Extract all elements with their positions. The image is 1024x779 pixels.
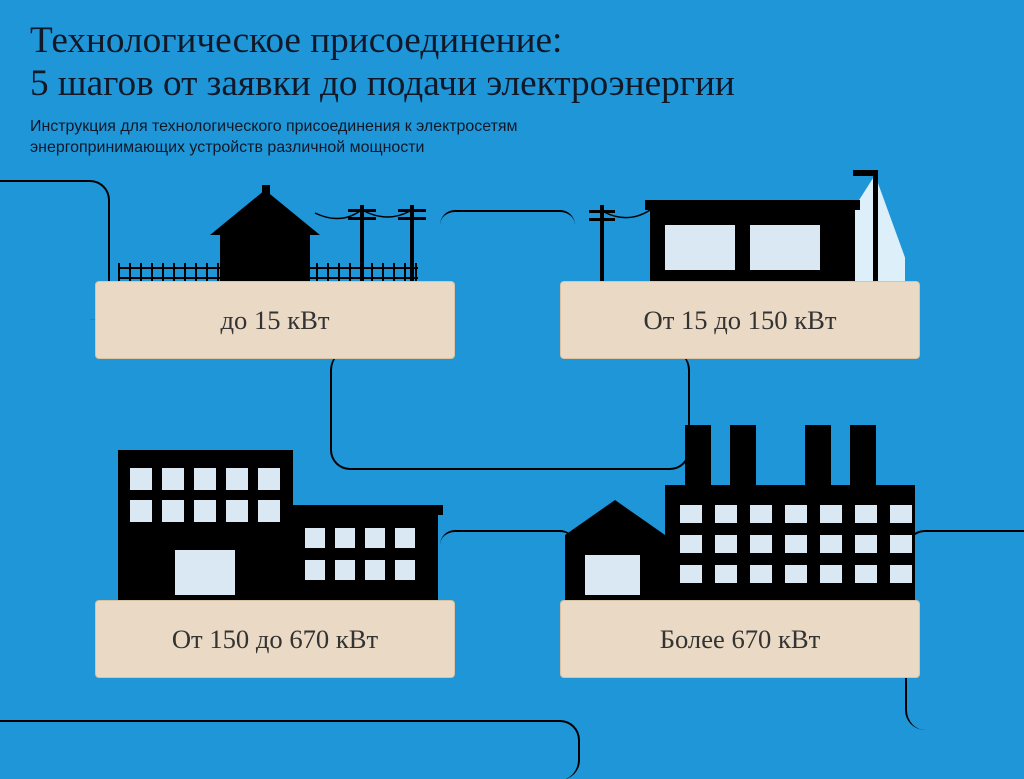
factory-icon xyxy=(545,425,925,605)
office-icon xyxy=(100,440,450,605)
title-line-2: 5 шагов от заявки до подачи электроэнерг… xyxy=(30,63,735,104)
subtitle-line-2: энергопринимающих устройств различной мо… xyxy=(30,139,424,156)
power-card-c3: От 150 до 670 кВт xyxy=(95,600,455,678)
illustration-house xyxy=(110,185,440,290)
illustration-factory xyxy=(545,425,925,610)
power-card-label: От 15 до 150 кВт xyxy=(643,305,836,336)
power-card-label: Более 670 кВт xyxy=(660,624,821,655)
title-line-1: Технологическое присоединение: xyxy=(30,20,562,61)
power-card-c4: Более 670 кВт xyxy=(560,600,920,678)
house-icon xyxy=(110,185,440,285)
illustration-office xyxy=(100,440,450,610)
wire-w_top_between xyxy=(440,210,575,240)
subtitle-line-1: Инструкция для технологического присоеди… xyxy=(30,118,518,135)
page-title: Технологическое присоединение: 5 шагов о… xyxy=(30,20,994,106)
header: Технологическое присоединение: 5 шагов о… xyxy=(30,20,994,159)
shop-icon xyxy=(575,170,905,285)
infographic-canvas: Технологическое присоединение: 5 шагов о… xyxy=(0,0,1024,779)
power-card-label: От 150 до 670 кВт xyxy=(172,624,378,655)
power-card-c1: до 15 кВт xyxy=(95,281,455,359)
page-subtitle: Инструкция для технологического присоеди… xyxy=(30,116,994,159)
illustration-shop xyxy=(575,170,905,290)
power-card-label: до 15 кВт xyxy=(221,305,330,336)
wire-w_top_left xyxy=(0,180,110,320)
wire-w_bottom_run xyxy=(0,720,580,779)
power-card-c2: От 15 до 150 кВт xyxy=(560,281,920,359)
